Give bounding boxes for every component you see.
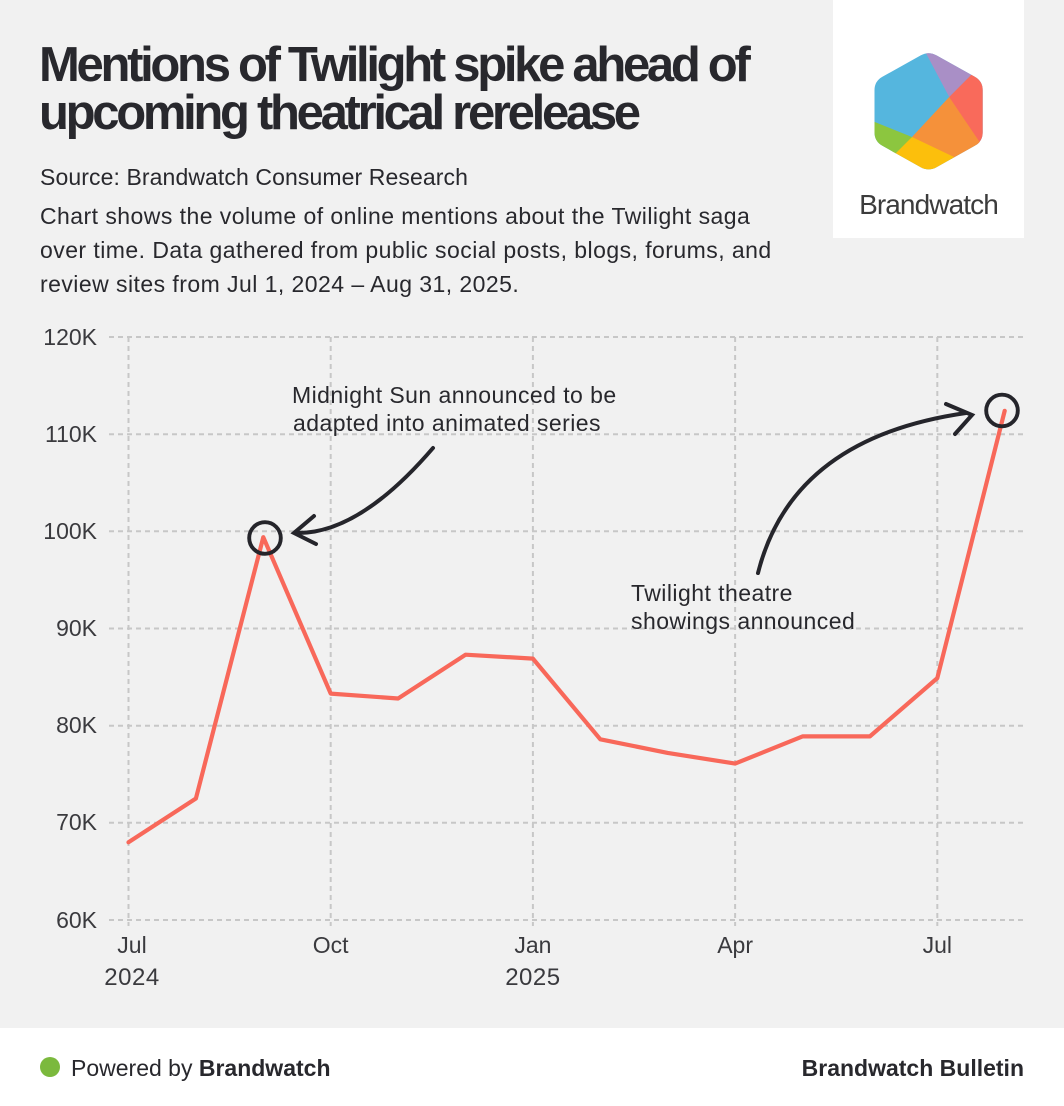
svg-text:Twilight theatre: Twilight theatre xyxy=(631,580,793,606)
svg-text:Jul: Jul xyxy=(923,932,952,958)
svg-text:showings announced: showings announced xyxy=(631,608,855,634)
svg-text:Jul: Jul xyxy=(117,932,146,958)
svg-text:100K: 100K xyxy=(43,518,97,544)
svg-text:adapted into animated series: adapted into animated series xyxy=(293,410,601,436)
svg-text:120K: 120K xyxy=(43,324,97,350)
svg-text:Jan: Jan xyxy=(514,932,551,958)
svg-text:60K: 60K xyxy=(56,907,98,933)
svg-text:2024: 2024 xyxy=(104,964,159,991)
svg-text:Apr: Apr xyxy=(717,932,753,958)
svg-text:Midnight Sun announced to be: Midnight Sun announced to be xyxy=(292,382,617,408)
svg-text:80K: 80K xyxy=(56,712,98,738)
svg-text:2025: 2025 xyxy=(505,964,560,991)
svg-text:110K: 110K xyxy=(45,421,98,447)
svg-text:Oct: Oct xyxy=(313,932,349,958)
svg-text:70K: 70K xyxy=(56,809,98,835)
svg-text:90K: 90K xyxy=(56,615,98,641)
